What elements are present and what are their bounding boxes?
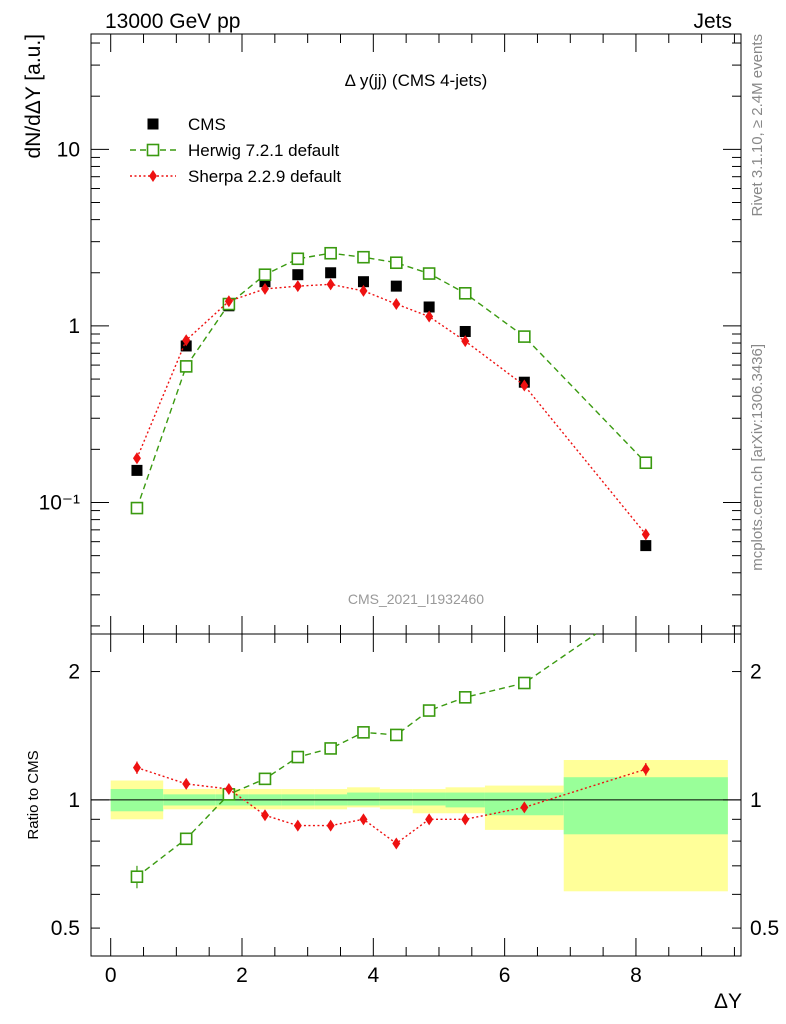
main-herwig-line (136, 252, 647, 509)
legend-cms-marker (147, 118, 159, 130)
ratio-sherpa-point (182, 777, 191, 790)
main-y-axis-label: dN/dΔY [a.u.] (22, 34, 45, 159)
ratio-plot-panel: 0.5 0.5 1 1 2 2 0 2 4 6 8 Ratio to CMS ΔY (25, 633, 779, 1013)
main-cms-point (459, 325, 471, 337)
main-sherpa-point (392, 298, 401, 311)
main-y-tick-label: 1 (68, 315, 80, 338)
main-herwig-point (324, 246, 337, 260)
main-sherpa-point (260, 282, 269, 295)
main-sherpa-point (520, 379, 529, 392)
ratio-sherpa-point (425, 813, 434, 826)
ratio-y-tick-label-right: 2 (750, 661, 762, 684)
ratio-uncertainty-band-inner (347, 792, 380, 806)
x-tick-label: 0 (105, 964, 117, 987)
ratio-sherpa-point (461, 813, 470, 826)
ratio-y-tick-label: 2 (68, 661, 80, 684)
ratio-herwig-point (179, 832, 193, 846)
x-tick-label: 2 (236, 964, 248, 987)
legend: CMS Herwig 7.2.1 default Sherpa 2.2.9 defa… (130, 115, 341, 186)
x-axis-label: ΔY (714, 990, 742, 1013)
main-cms-point (357, 276, 369, 288)
rivet-version-label: Rivet 3.1.10, ≥ 2.4M events (749, 34, 766, 217)
main-cms-point (325, 267, 337, 279)
legend-herwig-label: Herwig 7.2.1 default (188, 141, 339, 160)
header-energy-label: 13000 GeV pp (105, 10, 240, 33)
main-herwig-point (390, 256, 403, 270)
main-plot-panel: 10⁻¹ 1 10 Δ y(jj) (CMS 4-jets) dN/dΔY [a.u… (22, 33, 742, 635)
ratio-herwig-point (258, 772, 272, 786)
ratio-y-tick-label: 1 (68, 789, 80, 812)
x-tick-label: 4 (367, 964, 379, 987)
main-cms-point (640, 540, 652, 552)
main-herwig-point (639, 456, 653, 470)
ratio-y-tick-label-right: 0.5 (750, 917, 779, 940)
main-herwig-point (130, 501, 144, 515)
main-y-tick-label: 10⁻¹ (39, 491, 80, 514)
legend-sherpa-label: Sherpa 2.2.9 default (188, 167, 341, 186)
ratio-sherpa-point (641, 763, 650, 776)
main-sherpa-point (425, 310, 434, 323)
main-sherpa-point (641, 528, 650, 541)
ratio-herwig-point (458, 691, 472, 704)
main-sherpa-point (224, 295, 233, 308)
ratio-uncertainty-band-inner (563, 777, 728, 835)
main-sherpa-point (461, 335, 470, 348)
main-cms-point (259, 276, 271, 288)
main-herwig-point (291, 252, 305, 266)
main-herwig-point (518, 330, 531, 343)
x-tick-label: 6 (499, 964, 511, 987)
legend-cms-label: CMS (188, 115, 226, 134)
main-y-tick-label: 10 (57, 138, 80, 161)
ratio-uncertainty-band-inner (379, 792, 413, 806)
ratio-y-tick-label-right: 1 (750, 789, 762, 812)
ratio-herwig-point (518, 676, 531, 690)
ratio-sherpa-point (359, 813, 368, 826)
ratio-herwig-point (291, 750, 305, 764)
ratio-herwig-point (324, 742, 337, 755)
main-herwig-point (179, 360, 193, 373)
ratio-herwig-point (357, 726, 370, 739)
main-plot-title: Δ y(jj) (CMS 4-jets) (345, 71, 488, 90)
ratio-herwig-point (422, 704, 436, 717)
ratio-sherpa-point (260, 809, 269, 822)
ratio-sherpa-point (520, 801, 529, 814)
ratio-sherpa-point (132, 761, 141, 774)
main-herwig-point (258, 268, 272, 282)
main-sherpa-point (132, 452, 141, 465)
ratio-uncertainty-band-inner (412, 792, 446, 806)
main-herwig-point (458, 287, 472, 300)
main-herwig-point (422, 267, 436, 280)
ratio-herwig-line (136, 633, 597, 878)
legend-herwig-marker (146, 143, 160, 157)
main-cms-point (390, 280, 402, 292)
main-sherpa-point (182, 334, 191, 347)
ratio-sherpa-point (392, 837, 401, 850)
header-category-label: Jets (693, 10, 732, 33)
main-sherpa-point (326, 278, 335, 291)
ratio-y-axis-label: Ratio to CMS (25, 750, 42, 839)
main-sherpa-point (359, 284, 368, 297)
main-sherpa-line (136, 283, 647, 535)
main-cms-point (131, 464, 143, 476)
source-label: mcplots.cern.ch [arXiv:1306.3436] (749, 344, 766, 571)
x-tick-label: 8 (630, 964, 642, 987)
main-sherpa-point (293, 280, 302, 293)
ratio-sherpa-point (224, 783, 233, 796)
ratio-y-tick-label: 0.5 (51, 917, 80, 940)
main-herwig-point (357, 250, 370, 264)
ratio-herwig-point (390, 728, 403, 742)
ratio-herwig-point (130, 870, 144, 884)
ratio-sherpa-point (326, 819, 335, 832)
main-cms-point (423, 301, 435, 313)
main-cms-point (292, 269, 304, 281)
legend-sherpa-marker (149, 170, 157, 182)
ratio-sherpa-point (293, 819, 302, 832)
ratio-plot-frame (90, 633, 742, 957)
analysis-watermark: CMS_2021_I1932460 (348, 591, 484, 607)
